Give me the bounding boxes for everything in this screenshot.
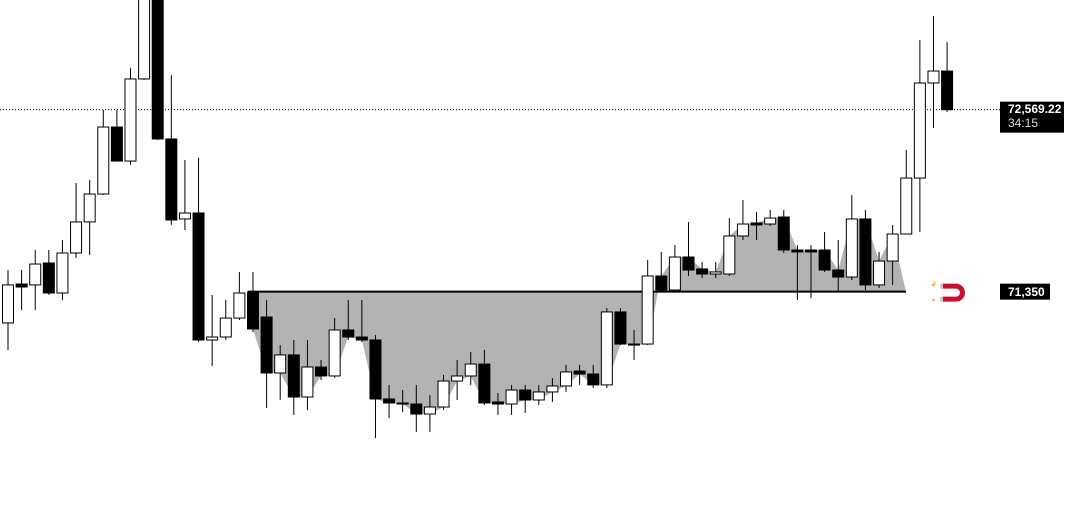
candle-body [301,366,314,398]
candle-body [709,271,722,275]
countdown-label: 34:15 [1008,116,1038,130]
candle-body [600,311,613,386]
candle-body [192,212,205,341]
candle-body [641,275,654,345]
candle-body [668,256,681,291]
candle-body [70,221,83,254]
level-price-label: 71,350 [1008,285,1045,299]
candle-body [219,317,232,338]
candle-body [396,402,409,405]
magnet-spark [931,281,936,302]
candle-body [859,218,872,286]
candle-layer [2,0,954,439]
shade-layer [0,109,1000,415]
candle-body [2,284,14,324]
candle-body [736,223,749,237]
candle-body [464,363,477,377]
candle-body [764,217,777,225]
candle-body [886,233,899,262]
candle-body [791,249,804,253]
candle-body [573,370,586,375]
candle-body [505,389,518,405]
candle-body [587,373,600,386]
magnet-icon [931,281,965,302]
candle-body [151,0,164,140]
candle-body [913,82,926,179]
level-price-box [1000,283,1050,300]
candle-body [873,260,886,286]
candle-body [628,343,641,346]
candle-body [355,336,368,341]
candle-body [832,269,845,278]
candle-body [97,126,110,195]
magnet-body [942,283,965,302]
candle-body [287,354,300,398]
candle-body [138,0,151,80]
magnet-tip [940,283,943,289]
candle-body [124,78,137,162]
candle-body [900,177,913,235]
candle-body [246,292,259,330]
candle-body [614,311,627,345]
candle-body [519,389,532,401]
candle-body [328,329,341,377]
candle-body [233,292,246,319]
candle-body [655,275,668,291]
candle-body [410,403,423,415]
candle-body [451,375,464,382]
candle-body [29,263,42,286]
candle-body [342,329,355,338]
candle-body [274,354,287,374]
current-price-label: 72,569.22 [1008,102,1062,116]
current-price-box [1000,101,1064,133]
candle-body [818,249,831,271]
candle-body [532,391,545,401]
candle-body [110,126,123,162]
candle-body [804,249,817,253]
magnet-tip [940,296,943,302]
candle-body [423,406,436,415]
candle-body [941,70,954,111]
candle-body [546,385,559,393]
candle-body [178,212,191,220]
candle-body [750,222,763,226]
candle-body [15,283,28,288]
candle-body [315,366,328,377]
candle-body [437,380,450,408]
candle-body [927,70,940,84]
candle-body [560,371,573,387]
candle-body [369,339,382,400]
candle-body [491,401,504,405]
candle-body [165,138,178,221]
candle-body [383,398,396,404]
candle-body [56,252,69,294]
candle-body [478,363,491,404]
candle-body [260,316,273,374]
candle-body [682,256,695,271]
candle-body [206,336,219,341]
candle-body [42,262,55,294]
candle-body [845,218,858,278]
candle-body [723,235,736,275]
candle-body [83,193,96,223]
candle-body [696,268,709,275]
pattern-shade [247,217,907,415]
candle-body [777,216,790,251]
